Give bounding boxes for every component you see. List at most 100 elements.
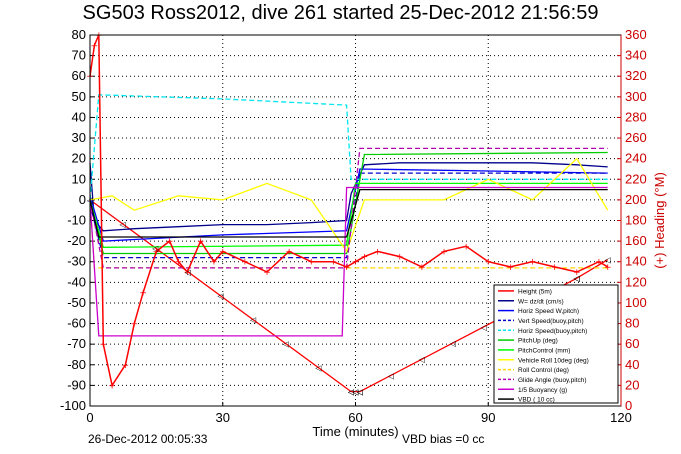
y-tick-label: -100 bbox=[60, 398, 86, 413]
legend-label: VBD ( 10 cc) bbox=[518, 397, 555, 404]
y2-tick-label: 320 bbox=[625, 68, 647, 83]
y-tick-label: -80 bbox=[67, 357, 86, 372]
series-line bbox=[89, 94, 608, 200]
heading-point: + bbox=[285, 247, 293, 257]
x-tick-label: 60 bbox=[348, 410, 362, 425]
legend-label: Roll Control (deg) bbox=[518, 367, 569, 374]
series-line bbox=[89, 199, 609, 393]
footer-vbd-bias: VBD bias =0 cc bbox=[402, 432, 485, 446]
legend-label: W= dz/dt (cm/s) bbox=[518, 298, 564, 305]
legend-box bbox=[493, 284, 619, 404]
y-tick-label: 60 bbox=[72, 68, 86, 83]
heading-point: + bbox=[241, 258, 249, 268]
series-line bbox=[89, 172, 608, 259]
series-line bbox=[89, 157, 609, 253]
legend-label: 1/5 Buoyancy (g) bbox=[518, 387, 567, 394]
y2-tick-label: 160 bbox=[625, 233, 647, 248]
heading-point: + bbox=[507, 263, 515, 273]
heading-point: + bbox=[462, 242, 470, 252]
depth-marker: ◁ bbox=[387, 371, 394, 380]
depth-marker: ◁ bbox=[418, 355, 425, 364]
heading-point: + bbox=[197, 237, 205, 247]
legend-label: PitchUp (deg) bbox=[518, 338, 558, 345]
heading-line bbox=[89, 34, 609, 388]
heading-point: + bbox=[604, 263, 612, 273]
series-line bbox=[89, 186, 608, 337]
heading-point: + bbox=[573, 268, 581, 278]
heading-point: + bbox=[396, 253, 404, 263]
heading-point: + bbox=[91, 41, 99, 51]
series-line bbox=[89, 168, 608, 242]
y2-tick-label: 340 bbox=[625, 48, 647, 63]
heading-point: + bbox=[122, 361, 130, 371]
y2-tick-label: 240 bbox=[625, 151, 647, 166]
heading-point: + bbox=[166, 237, 174, 247]
series-line bbox=[89, 147, 608, 269]
y2-tick-label: 220 bbox=[625, 171, 647, 186]
depth-marker: ◁ bbox=[184, 268, 191, 277]
footer-timestamp: 26-Dec-2012 00:05:33 bbox=[88, 432, 208, 446]
y-tick-label: -60 bbox=[67, 316, 86, 331]
heading-point: + bbox=[95, 31, 103, 41]
x-axis-label: Time (minutes) bbox=[312, 424, 398, 439]
y-tick-label: 30 bbox=[72, 130, 86, 145]
x-tick-label: 30 bbox=[216, 410, 230, 425]
y2-tick-label: 260 bbox=[625, 130, 647, 145]
y2-axis-label: (+) Heading (°M) bbox=[652, 172, 667, 269]
heading-point: + bbox=[210, 258, 218, 268]
x-tick-label: 90 bbox=[481, 410, 495, 425]
depth-marker: ◁ bbox=[119, 220, 126, 229]
series-line bbox=[89, 162, 608, 232]
depth-marker: ◁ bbox=[604, 256, 611, 265]
heading-point: + bbox=[529, 258, 537, 268]
heading-point: + bbox=[374, 247, 382, 257]
y2-tick-label: 60 bbox=[625, 336, 639, 351]
depth-marker: ◁ bbox=[347, 388, 354, 397]
legend-label: PitchControl (mm) bbox=[518, 347, 570, 354]
heading-point: + bbox=[130, 320, 138, 330]
x-tick-label: 0 bbox=[86, 410, 93, 425]
x-tick-label: 120 bbox=[610, 410, 632, 425]
chart-title: SG503 Ross2012, dive 261 started 25-Dec-… bbox=[82, 2, 599, 24]
y2-tick-label: 280 bbox=[625, 109, 647, 124]
y2-tick-label: 80 bbox=[625, 316, 639, 331]
depth-marker: ◁ bbox=[356, 388, 363, 397]
depth-marker: ◁ bbox=[573, 274, 580, 283]
y-tick-label: -20 bbox=[67, 233, 86, 248]
heading-point: + bbox=[307, 258, 315, 268]
heading-point: + bbox=[139, 289, 147, 299]
series-line bbox=[89, 188, 608, 238]
legend-label: Vehicle Roll 10deg (deg) bbox=[518, 357, 589, 364]
heading-point: + bbox=[418, 263, 426, 273]
y-tick-label: 70 bbox=[72, 48, 86, 63]
heading-point: + bbox=[440, 247, 448, 257]
y2-tick-label: 360 bbox=[625, 27, 647, 42]
y-tick-label: -90 bbox=[67, 377, 86, 392]
y-tick-label: -30 bbox=[67, 254, 86, 269]
y-tick-label: 0 bbox=[79, 192, 86, 207]
heading-point: + bbox=[153, 247, 161, 257]
y-tick-label: -10 bbox=[67, 213, 86, 228]
y-tick-label: 20 bbox=[72, 151, 86, 166]
heading-point: + bbox=[108, 381, 116, 391]
depth-marker: ◁ bbox=[347, 388, 354, 397]
y2-tick-label: 180 bbox=[625, 213, 647, 228]
depth-marker: ◁ bbox=[249, 316, 256, 325]
heading-point: + bbox=[330, 258, 338, 268]
heading-point: + bbox=[100, 340, 108, 350]
depth-marker: ◁ bbox=[573, 274, 580, 283]
y2-tick-label: 100 bbox=[625, 295, 647, 310]
y2-tick-label: 300 bbox=[625, 89, 647, 104]
heading-point: + bbox=[219, 247, 227, 257]
legend-label: Glide Angle (buoy,pitch) bbox=[518, 377, 587, 384]
legend-label: Horiz Speed(buoy,pitch) bbox=[518, 328, 587, 335]
series-line bbox=[89, 182, 608, 248]
heading-point: + bbox=[361, 253, 369, 263]
heading-point: + bbox=[551, 263, 559, 273]
heading-point: + bbox=[343, 263, 351, 273]
heading-point: + bbox=[595, 258, 603, 268]
depth-marker: ◁ bbox=[282, 340, 289, 349]
heading-point: + bbox=[175, 258, 183, 268]
depth-marker: ◁ bbox=[449, 339, 456, 348]
